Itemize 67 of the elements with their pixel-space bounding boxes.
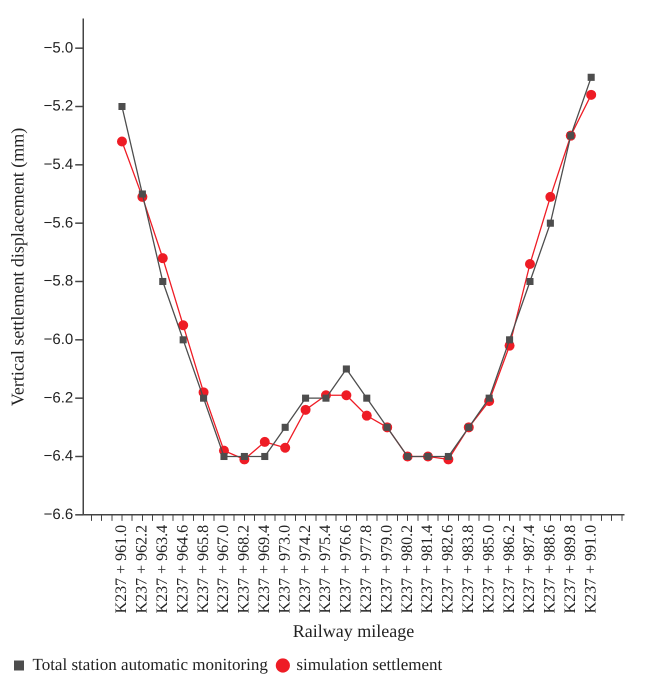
x-tick-label: K237 + 983.8 <box>460 524 477 614</box>
y-tick-label: −6.6 <box>44 506 74 523</box>
point <box>158 253 168 264</box>
x-tick-label: K237 + 982.6 <box>440 524 457 614</box>
x-tick-label: K237 + 986.2 <box>500 524 518 614</box>
x-tick-label: K237 + 977.8 <box>358 524 375 614</box>
point <box>180 336 187 344</box>
x-tick-label: K237 + 968.2 <box>236 524 253 614</box>
x-tick-label: K237 + 989.8 <box>562 524 579 614</box>
x-tick-label: K237 + 981.4 <box>419 524 436 614</box>
y-tick-label: −5.0 <box>44 39 74 56</box>
point <box>341 390 352 400</box>
x-tick-label: K237 + 962.2 <box>134 524 151 614</box>
point <box>524 258 535 269</box>
x-tick-label: K237 + 985.0 <box>480 524 498 614</box>
y-tick-label: −5.6 <box>44 214 74 232</box>
y-tick-label: −5.2 <box>44 98 74 115</box>
point <box>546 220 554 227</box>
x-tick-label: K237 + 976.6 <box>338 524 355 614</box>
point <box>342 365 350 373</box>
point <box>116 136 127 146</box>
y-tick-label: −6.0 <box>44 330 74 348</box>
x-axis-title: Railway mileage <box>292 620 414 641</box>
point <box>526 278 534 286</box>
y-tick-label: −6.2 <box>44 389 74 406</box>
x-tick-label: K237 + 975.4 <box>317 524 334 614</box>
point <box>118 102 126 110</box>
point <box>362 410 372 421</box>
y-tick-label: −5.4 <box>44 156 74 173</box>
point <box>200 394 208 402</box>
x-tick-label: K237 + 969.4 <box>256 524 273 614</box>
x-tick-label: K237 + 974.2 <box>296 524 314 614</box>
point <box>178 320 188 330</box>
point <box>586 90 596 100</box>
x-tick-label: K237 + 979.0 <box>378 524 396 614</box>
x-tick-label: K237 + 991.0 <box>582 524 600 614</box>
x-tick-label: K237 + 963.4 <box>154 524 171 614</box>
y-tick-label: −5.8 <box>44 272 74 290</box>
point <box>260 436 270 447</box>
y-tick-label: −6.4 <box>44 448 74 465</box>
y-axis-title: Vertical settlement displacement (mm) <box>8 128 28 406</box>
x-tick-label: K237 + 988.6 <box>542 524 559 614</box>
point <box>444 452 452 460</box>
point <box>302 394 310 402</box>
x-tick-label: K237 + 980.2 <box>398 524 416 614</box>
x-tick-label: K237 + 973.0 <box>276 524 294 614</box>
legend-label: simulation settlement <box>296 654 443 674</box>
point <box>300 404 311 415</box>
point <box>280 442 290 453</box>
x-tick-label: K237 + 965.8 <box>194 524 212 614</box>
point <box>322 394 330 402</box>
x-tick-label: K237 + 964.6 <box>174 524 192 614</box>
point <box>261 452 268 460</box>
point <box>588 74 595 81</box>
point <box>138 190 146 198</box>
point <box>159 278 166 286</box>
point <box>506 336 514 344</box>
legend-label: Total station automatic monitoring <box>32 654 268 674</box>
x-tick-label: K237 + 967.0 <box>215 524 232 614</box>
point <box>240 452 248 460</box>
x-tick-label: K237 + 987.4 <box>521 524 538 614</box>
point <box>486 394 493 402</box>
point <box>282 424 289 431</box>
point <box>545 192 556 202</box>
point <box>220 452 228 460</box>
point <box>363 394 370 402</box>
x-tick-label: K237 + 961.0 <box>113 524 130 614</box>
